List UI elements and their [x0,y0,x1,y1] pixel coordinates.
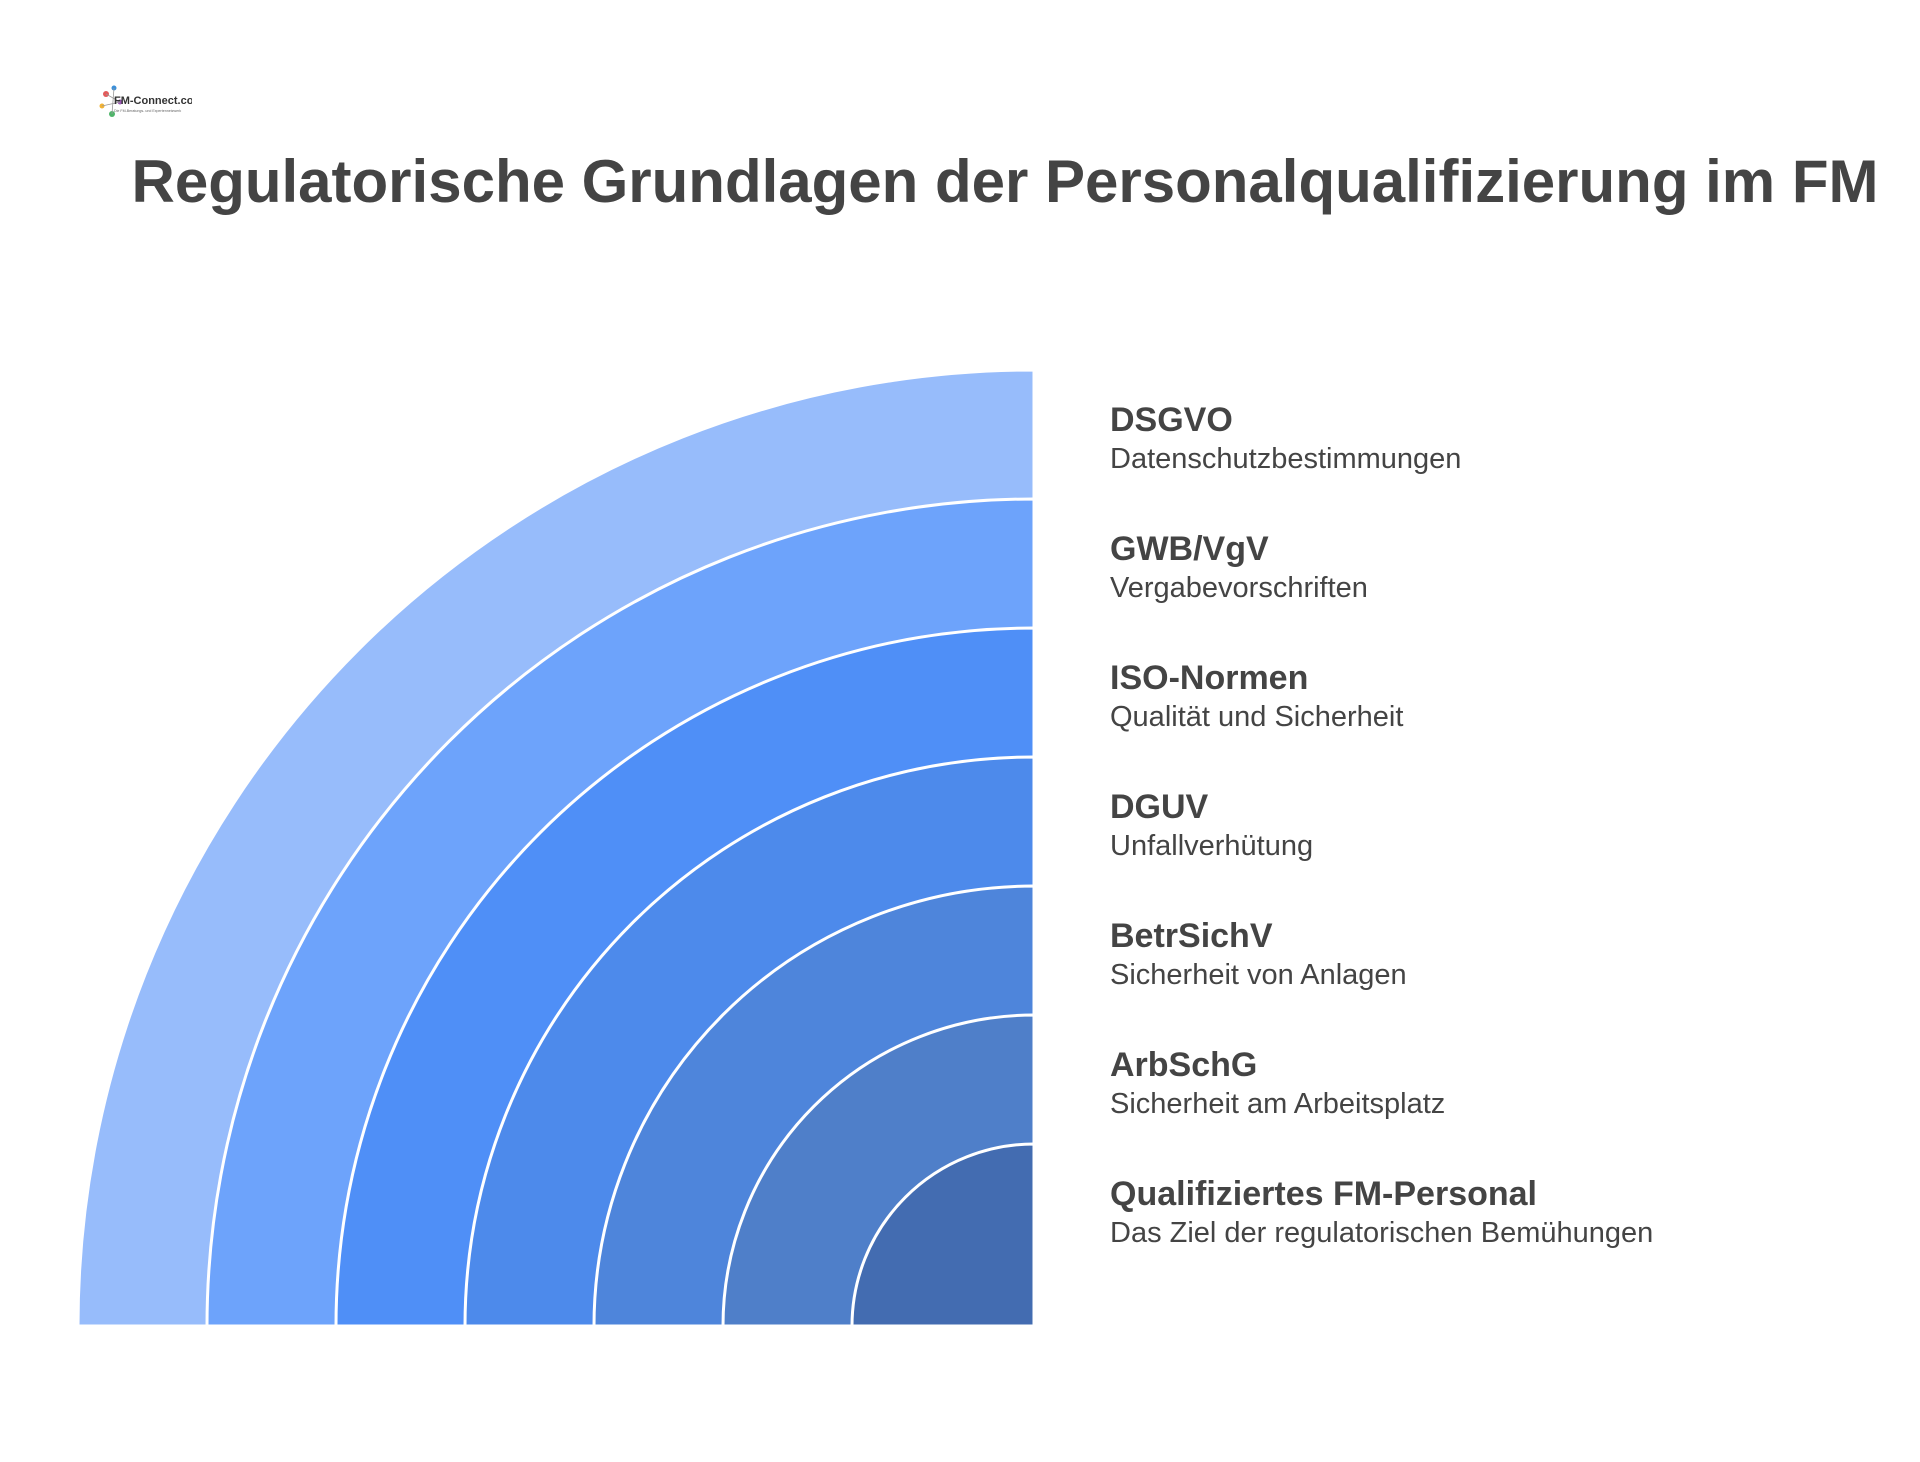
layer-description: Sicherheit am Arbeitsplatz [1110,1088,1446,1120]
layer-description: Unfallverhütung [1110,830,1314,862]
layer-title: Qualifiziertes FM-Personal [1110,1175,1537,1213]
layer-title: GWB/VgV [1110,530,1269,568]
page-title: Regulatorische Grundlagen der Personalqu… [131,148,1879,215]
logo-tagline: Die FM-Beratungs- und Expertennetzwerk [114,109,181,113]
layer-label-4: DGUV Unfallverhütung [1110,787,1870,865]
layer-description: Vergabevorschriften [1110,572,1368,604]
layer-label-6: ArbSchG Sicherheit am Arbeitsplatz [1110,1045,1870,1123]
layer-description: Sicherheit von Anlagen [1110,959,1407,991]
layer-label-3: ISO-Normen Qualität und Sicherheit [1110,658,1870,736]
layer-title: DSGVO [1110,401,1233,439]
fm-connect-logo: FM-Connect.com Die FM-Beratungs- und Exp… [99,85,192,117]
layer-title: BetrSichV [1110,917,1273,955]
layer-label-1: DSGVO Datenschutzbestimmungen [1110,400,1870,478]
layer-title: ArbSchG [1110,1046,1258,1084]
layer-label-5: BetrSichV Sicherheit von Anlagen [1110,916,1870,994]
layer-label-7: Qualifiziertes FM-Personal Das Ziel der r… [1110,1174,1870,1252]
logo-text: FM-Connect.com [114,95,192,107]
layer-description: Datenschutzbestimmungen [1110,443,1462,475]
logo-network-icon [99,85,123,117]
layer-title: DGUV [1110,788,1209,826]
layer-title: ISO-Normen [1110,659,1309,697]
layer-band-7 [850,1142,1036,1328]
layer-description: Qualität und Sicherheit [1110,701,1404,733]
layer-description: Das Ziel der regulatorischen Bemühungen [1110,1217,1654,1249]
layer-label-2: GWB/VgV Vergabevorschriften [1110,529,1870,607]
